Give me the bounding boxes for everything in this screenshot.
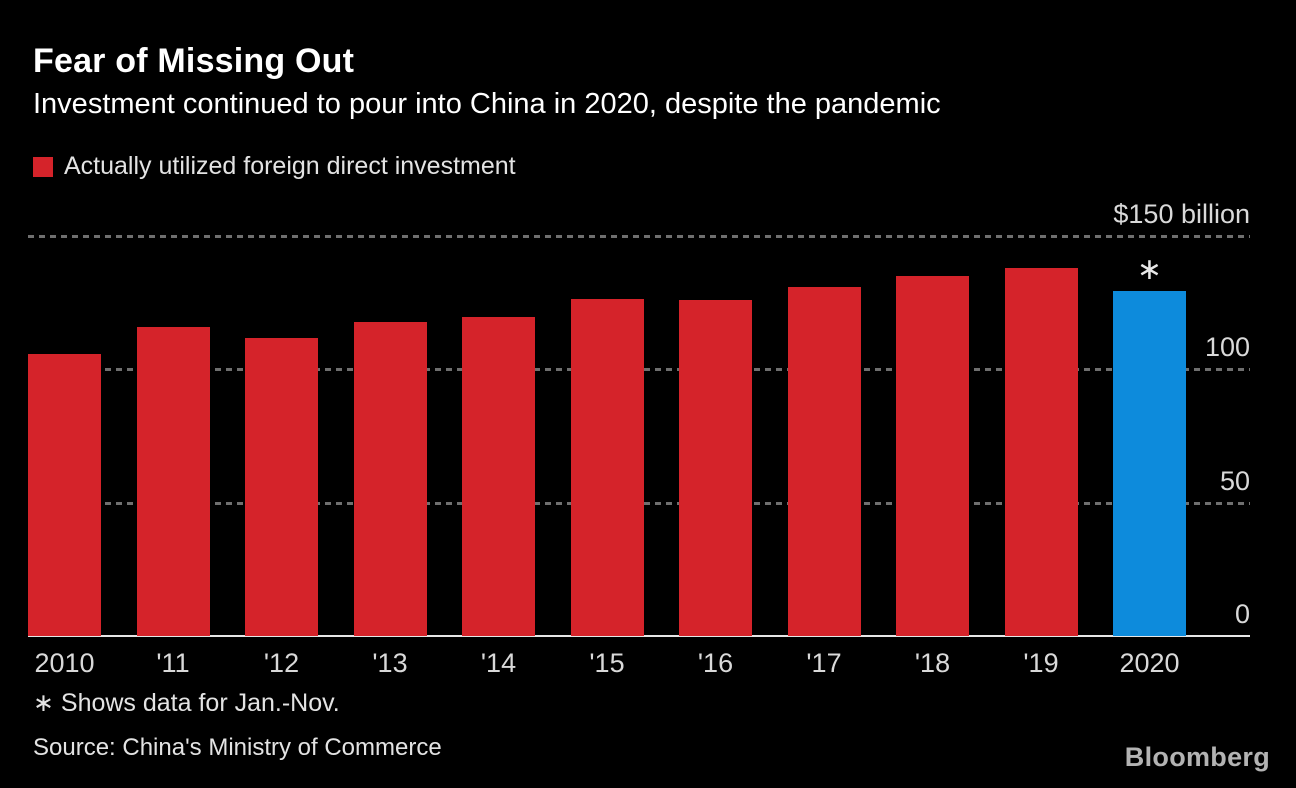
- bar-16: [679, 300, 752, 636]
- bar-cell-19: [1004, 236, 1078, 636]
- bar-2010: [28, 354, 101, 636]
- y-tick-label-100: 100: [1204, 332, 1250, 363]
- legend: Actually utilized foreign direct investm…: [33, 152, 516, 181]
- x-tick-label-12: '12: [263, 648, 300, 678]
- bar-cell-2020: ∗: [1113, 236, 1186, 636]
- bar-2020: [1113, 290, 1186, 636]
- bar-13: [353, 322, 427, 636]
- bar-11: [136, 326, 210, 636]
- page-title: Fear of Missing Out: [33, 42, 355, 80]
- source-attribution: Source: China's Ministry of Commerce: [33, 734, 442, 761]
- legend-swatch-icon: [33, 156, 53, 177]
- bar-cell-16: [679, 236, 752, 636]
- x-axis-labels: 2010 '11 '12 '13 '14 '15 '16 '17 '18 '19 2020: [28, 648, 1186, 679]
- y-tick-label-0: 0: [1234, 599, 1250, 629]
- bar-cell-12: [245, 236, 318, 636]
- x-tick-label-2020: 2020: [1119, 648, 1180, 678]
- x-tick-label-14: '14: [480, 648, 517, 678]
- bar-cell-18: [896, 236, 969, 636]
- bar-cell-15: [570, 236, 644, 636]
- x-tick-label-13: '13: [372, 648, 408, 678]
- bar-cell-11: [136, 236, 210, 636]
- bar-cell-13: [353, 236, 427, 636]
- legend-label: Actually utilized foreign direct investm…: [64, 152, 516, 180]
- bar-17: [787, 286, 861, 636]
- x-tick-label-18: '18: [914, 648, 951, 678]
- x-axis-line: [28, 635, 1250, 637]
- x-tick-label-16: '16: [697, 648, 734, 678]
- bar-cell-14: [462, 236, 535, 636]
- bar-cell-17: [787, 236, 861, 636]
- bar-14: [462, 317, 535, 636]
- bar-19: [1004, 267, 1078, 636]
- x-tick-label-2010: 2010: [34, 648, 95, 678]
- jan-nov-asterisk: ∗: [1136, 252, 1163, 286]
- bar-cell-2010: [28, 236, 101, 636]
- bloomberg-logo: Bloomberg: [1124, 742, 1270, 772]
- bar-15: [570, 299, 644, 636]
- x-tick-label-11: '11: [156, 648, 190, 678]
- gridline-150: [28, 235, 1250, 238]
- x-tick-label-15: '15: [589, 648, 625, 678]
- bar-18: [896, 276, 969, 636]
- x-tick-label-19: '19: [1023, 648, 1059, 678]
- bar-series: ∗: [28, 236, 1186, 636]
- x-tick-label-17: '17: [806, 648, 842, 678]
- chart-subtitle: Investment continued to pour into China …: [33, 88, 941, 120]
- bar-12: [245, 338, 318, 636]
- footnote: ∗ Shows data for Jan.-Nov.: [33, 689, 340, 717]
- y-tick-label-50: 50: [1219, 465, 1250, 496]
- y-tick-label-150: $150 billion: [1113, 199, 1250, 229]
